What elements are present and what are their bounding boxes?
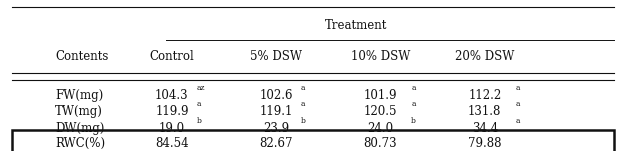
Text: az: az (197, 84, 205, 92)
Text: a: a (515, 117, 520, 125)
Text: TW(mg): TW(mg) (55, 105, 103, 118)
Text: FW(mg): FW(mg) (55, 89, 103, 102)
Text: a: a (515, 100, 520, 108)
Bar (13, 130, 613, 151)
Text: a: a (411, 84, 416, 92)
Text: Control: Control (150, 50, 194, 63)
Text: 19.0: 19.0 (159, 122, 185, 135)
Text: 82.67: 82.67 (259, 137, 293, 150)
Text: 120.5: 120.5 (364, 105, 398, 118)
Text: a: a (197, 100, 201, 108)
Text: 119.1: 119.1 (260, 105, 293, 118)
Text: 79.88: 79.88 (468, 137, 501, 150)
Text: a: a (300, 84, 305, 92)
Text: b: b (411, 117, 416, 125)
Text: 102.6: 102.6 (259, 89, 293, 102)
Text: 84.54: 84.54 (155, 137, 188, 150)
Text: a: a (411, 100, 416, 108)
Text: 80.73: 80.73 (364, 137, 398, 150)
Text: 24.0: 24.0 (367, 122, 394, 135)
Text: 131.8: 131.8 (468, 105, 501, 118)
Text: 20% DSW: 20% DSW (455, 50, 515, 63)
Text: 5% DSW: 5% DSW (250, 50, 302, 63)
Text: Treatment: Treatment (325, 19, 387, 32)
Text: 119.9: 119.9 (155, 105, 188, 118)
Text: Contents: Contents (55, 50, 109, 63)
Text: DW(mg): DW(mg) (55, 122, 105, 135)
Text: 112.2: 112.2 (468, 89, 501, 102)
Text: 10% DSW: 10% DSW (351, 50, 410, 63)
Text: 101.9: 101.9 (364, 89, 398, 102)
Text: RWC(%): RWC(%) (55, 137, 105, 150)
Text: 34.4: 34.4 (471, 122, 498, 135)
Text: 23.9: 23.9 (263, 122, 289, 135)
Text: b: b (197, 117, 202, 125)
Text: b: b (300, 117, 305, 125)
Text: 104.3: 104.3 (155, 89, 188, 102)
Text: a: a (515, 84, 520, 92)
Text: a: a (300, 100, 305, 108)
